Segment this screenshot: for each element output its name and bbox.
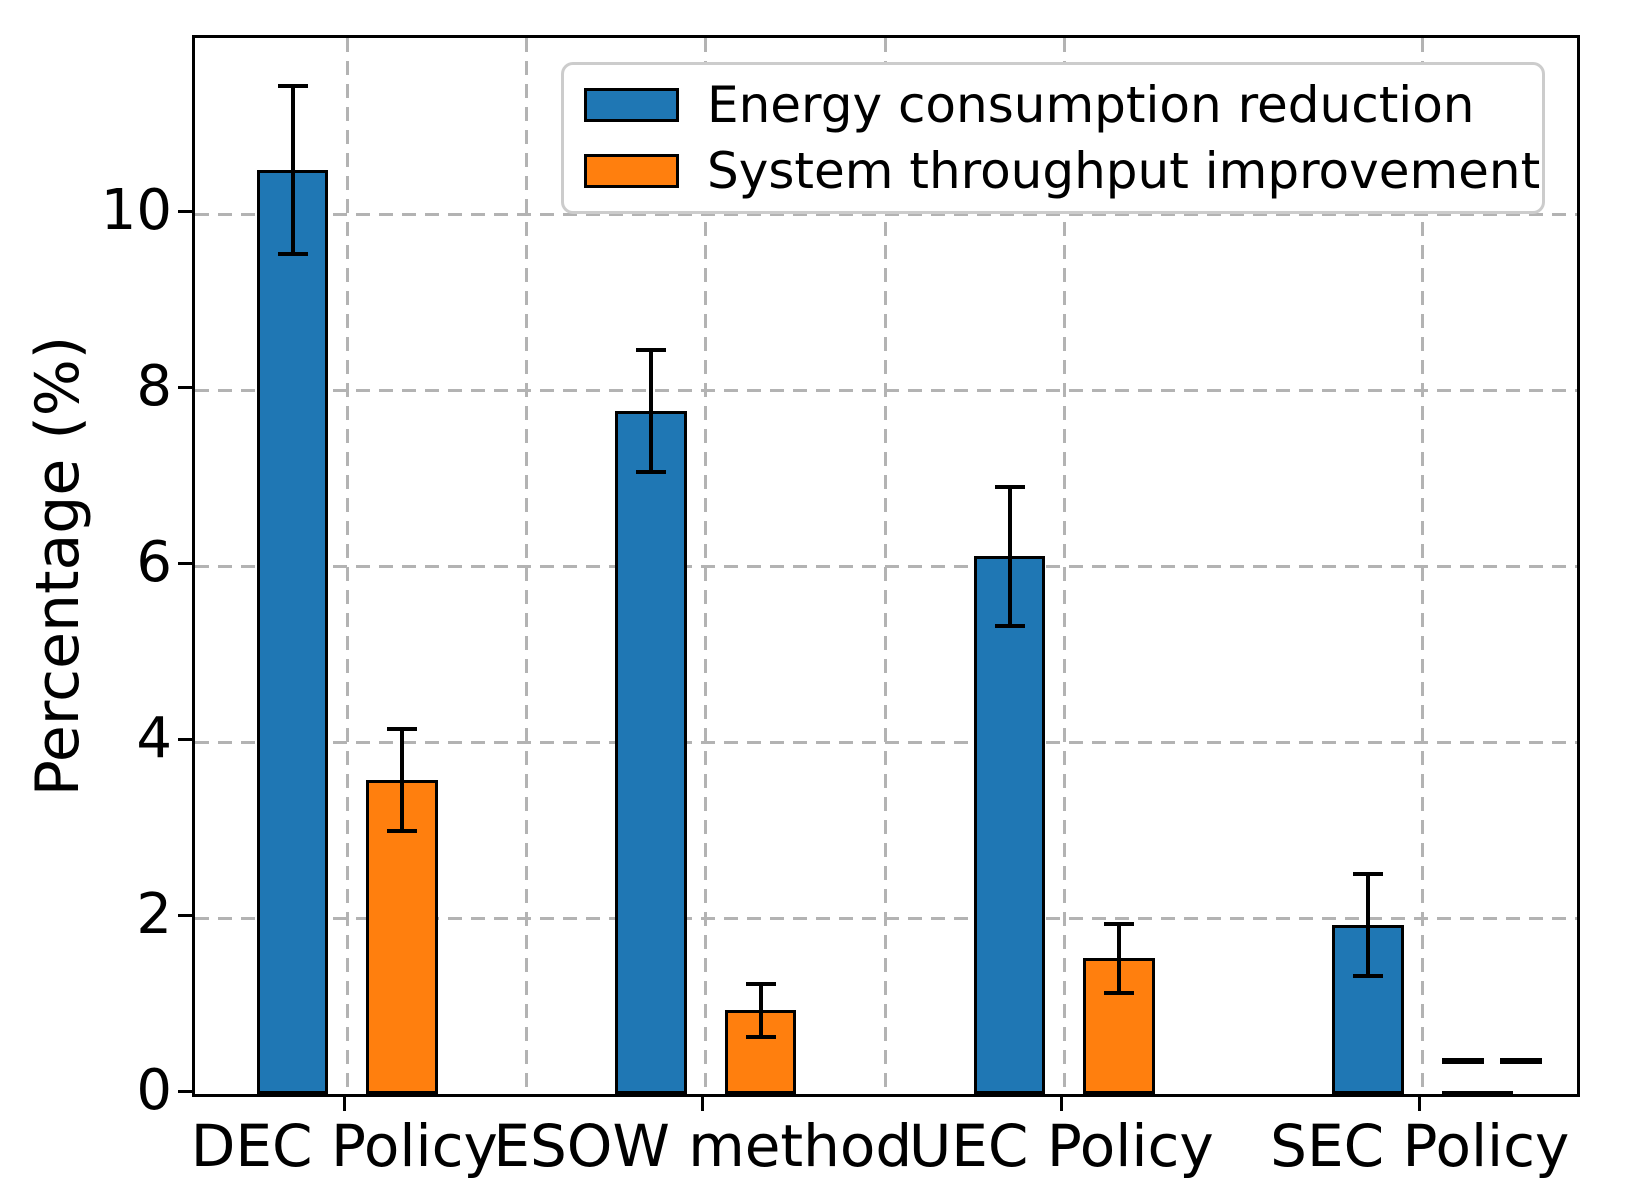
v-gridline: [525, 38, 529, 1094]
error-bar-cap: [1104, 990, 1134, 995]
x-tick: [342, 1097, 346, 1111]
y-tick: [178, 209, 192, 213]
error-bar-cap: [994, 484, 1025, 489]
y-tick-label: 4: [136, 706, 172, 771]
x-tick-label: ESOW method: [493, 1112, 913, 1180]
error-bar: [758, 984, 763, 1037]
zero-height-bar: [1441, 1091, 1514, 1094]
error-bar-cap: [387, 828, 418, 833]
error-bar: [1366, 874, 1371, 977]
y-tick-label: 8: [136, 354, 172, 419]
x-tick-label: UEC Policy: [908, 1112, 1214, 1180]
error-bar-cap: [1353, 974, 1384, 979]
error-bar-cap: [636, 348, 667, 353]
bar-energy: [973, 556, 1046, 1094]
error-bar-cap: [745, 1034, 776, 1039]
y-tick: [178, 561, 192, 565]
x-tick: [701, 1097, 705, 1111]
error-bar: [1117, 924, 1121, 993]
x-tick: [1059, 1097, 1063, 1111]
error-bar-cap: [994, 623, 1025, 628]
x-tick-label: DEC Policy: [190, 1112, 498, 1180]
y-tick: [178, 1089, 192, 1093]
y-tick: [178, 737, 192, 741]
error-bar-cap: [277, 84, 308, 89]
legend-label-energy: Energy consumption reduction: [707, 76, 1475, 135]
error-bar-cap: [745, 982, 776, 986]
x-tick: [1418, 1097, 1422, 1111]
no-data-dash: [1500, 1057, 1543, 1064]
error-bar: [1007, 486, 1012, 626]
legend-item-throughput: System throughput improvement: [584, 146, 1542, 196]
no-data-dash: [1442, 1057, 1485, 1064]
legend-swatch-throughput: [584, 153, 679, 188]
error-bar: [400, 728, 405, 831]
x-tick-label: SEC Policy: [1270, 1112, 1570, 1180]
y-tick: [178, 913, 192, 917]
error-bar: [649, 350, 654, 472]
plot-area: Energy consumption reduction System thro…: [192, 35, 1580, 1097]
v-gridline: [883, 38, 887, 1094]
y-tick-label: 2: [136, 882, 172, 947]
error-bar-cap: [636, 469, 667, 474]
bar-energy: [256, 170, 329, 1094]
legend-label-throughput: System throughput improvement: [707, 141, 1541, 200]
y-tick-label: 10: [100, 178, 172, 243]
legend: Energy consumption reduction System thro…: [561, 62, 1545, 214]
legend-item-energy: Energy consumption reduction: [584, 80, 1542, 130]
v-gridline: [1421, 38, 1425, 1094]
v-gridline: [345, 38, 349, 1094]
v-gridline: [1062, 38, 1066, 1094]
y-tick-label: 0: [136, 1058, 172, 1123]
y-tick: [178, 385, 192, 389]
bar-energy: [615, 411, 687, 1094]
error-bar: [290, 86, 295, 254]
error-bar-cap: [387, 726, 418, 731]
y-tick-label: 6: [136, 530, 172, 595]
error-bar-cap: [1104, 922, 1134, 927]
legend-swatch-energy: [584, 88, 679, 123]
error-bar-cap: [277, 251, 308, 256]
v-gridline: [704, 38, 708, 1094]
error-bar-cap: [1353, 872, 1384, 876]
